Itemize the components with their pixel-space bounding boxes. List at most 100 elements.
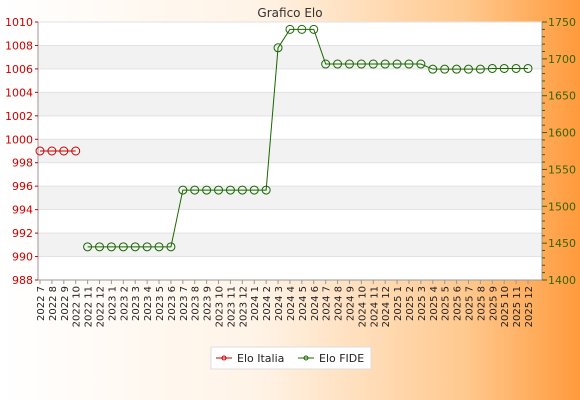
data-point <box>273 43 283 53</box>
data-point <box>249 185 259 195</box>
x-tick-label: 2024 3 <box>274 286 285 321</box>
data-point <box>356 59 366 69</box>
chart-title: Grafico Elo <box>257 6 322 20</box>
data-point <box>261 185 271 195</box>
data-point <box>499 63 509 73</box>
data-point <box>404 59 414 69</box>
data-point <box>71 146 81 156</box>
series-line <box>87 28 528 248</box>
y-right-tick-label: 1500 <box>548 200 576 213</box>
x-tick-label: 2025 6 <box>453 286 464 321</box>
plot-background <box>38 22 542 280</box>
x-tick-label: 2025 12 <box>524 286 535 327</box>
data-point <box>166 242 176 252</box>
x-tick-label: 2025 8 <box>476 286 487 321</box>
data-point <box>297 24 307 34</box>
data-point <box>452 64 462 74</box>
x-tick-label: 2024 1 <box>250 286 261 321</box>
series-group <box>35 24 533 252</box>
legend-label: Elo FIDE <box>319 352 364 365</box>
x-tick-label: 2023 6 <box>167 286 178 321</box>
series-elo-italia <box>35 146 81 156</box>
x-tick-label: 2024 4 <box>286 286 297 321</box>
x-tick-label: 2022 8 <box>48 286 59 321</box>
x-tick-label: 2025 10 <box>500 286 511 327</box>
grid-band <box>38 92 542 116</box>
y-left-tick-label: 996 <box>12 180 33 193</box>
data-point <box>368 59 378 69</box>
x-tick-label: 2022 7 <box>36 286 47 321</box>
y-left-tick-label: 994 <box>12 204 33 217</box>
y-axis-left-ticks: 988 990 992 994 996 998 1000 1002 1004 1006 1008 10… <box>5 16 38 287</box>
y-right-tick-label: 1550 <box>548 163 576 176</box>
y-right-tick-label: 1650 <box>548 90 576 103</box>
x-tick-label: 2025 11 <box>512 286 523 327</box>
legend-item: Elo Italia <box>216 352 284 365</box>
x-tick-label: 2025 7 <box>464 286 475 321</box>
x-tick-label: 2024 7 <box>322 286 333 321</box>
data-point <box>463 64 473 74</box>
legend-label: Elo Italia <box>237 352 284 365</box>
grid-band <box>38 233 542 257</box>
x-tick-label: 2024 10 <box>357 286 368 327</box>
data-point <box>511 63 521 73</box>
data-point <box>333 59 343 69</box>
y-axis-right-ticks: 1400 1450 1500 1550 1600 1650 1700 1750 <box>542 16 576 287</box>
x-tick-label: 2025 9 <box>488 286 499 321</box>
grid-band <box>38 45 542 69</box>
y-right-tick-label: 1750 <box>548 16 576 29</box>
x-tick-label: 2023 12 <box>238 286 249 327</box>
y-left-tick-label: 1004 <box>5 86 33 99</box>
y-left-tick-label: 1000 <box>5 133 33 146</box>
data-point <box>285 24 295 34</box>
legend-item: Elo FIDE <box>298 352 364 365</box>
x-tick-label: 2022 12 <box>96 286 107 327</box>
y-left-tick-label: 992 <box>12 227 33 240</box>
x-tick-label: 2023 8 <box>191 286 202 321</box>
data-point <box>321 59 331 69</box>
data-point <box>475 64 485 74</box>
x-tick-label: 2023 3 <box>131 286 142 321</box>
x-tick-label: 2024 11 <box>369 286 380 327</box>
x-tick-label: 2023 2 <box>119 286 130 321</box>
x-tick-label: 2023 9 <box>203 286 214 321</box>
data-point <box>59 146 69 156</box>
x-axis-ticks: 2022 7 2022 8 2022 9 2022 10 2022 11 2022 12 2… <box>36 280 535 327</box>
data-point <box>523 63 533 73</box>
data-point <box>47 146 57 156</box>
data-point <box>142 242 152 252</box>
y-left-tick-label: 998 <box>12 157 33 170</box>
x-tick-label: 2024 8 <box>334 286 345 321</box>
data-point <box>130 242 140 252</box>
x-tick-label: 2025 1 <box>393 286 404 321</box>
x-tick-label: 2025 5 <box>441 286 452 321</box>
data-point <box>190 185 200 195</box>
data-point <box>225 185 235 195</box>
y-left-tick-label: 1008 <box>5 39 33 52</box>
data-point <box>392 59 402 69</box>
x-tick-label: 2022 11 <box>84 286 95 327</box>
y-left-tick-label: 1006 <box>5 63 33 76</box>
x-tick-label: 2023 4 <box>143 286 154 321</box>
x-tick-label: 2024 6 <box>310 286 321 321</box>
x-tick-label: 2023 1 <box>107 286 118 321</box>
y-left-tick-label: 990 <box>12 251 33 264</box>
x-tick-label: 2023 5 <box>155 286 166 321</box>
y-left-tick-label: 988 <box>12 274 33 287</box>
x-tick-label: 2024 5 <box>298 286 309 321</box>
y-right-tick-label: 1600 <box>548 127 576 140</box>
x-tick-label: 2022 10 <box>72 286 83 327</box>
y-left-tick-label: 1002 <box>5 110 33 123</box>
y-right-tick-label: 1450 <box>548 237 576 250</box>
data-point <box>309 24 319 34</box>
x-tick-label: 2024 12 <box>381 286 392 327</box>
grid-band <box>38 186 542 210</box>
legend: Elo Italia Elo FIDE <box>210 346 372 370</box>
y-right-tick-label: 1400 <box>548 274 576 287</box>
data-point <box>118 242 128 252</box>
x-tick-label: 2024 9 <box>345 286 356 321</box>
legend-box <box>210 346 372 370</box>
data-point <box>380 59 390 69</box>
